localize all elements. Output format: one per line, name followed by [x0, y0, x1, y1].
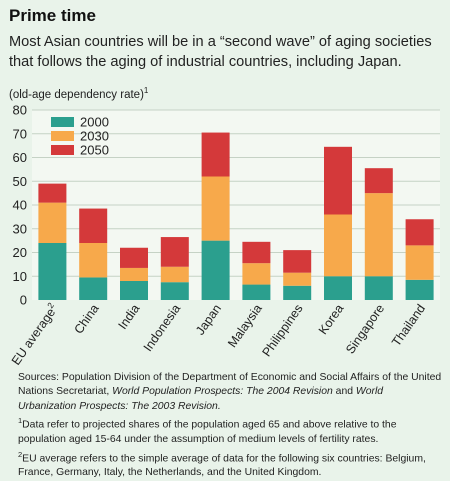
- legend-label-2000: 2000: [80, 115, 109, 130]
- y-tick-label: 0: [20, 293, 27, 308]
- bar-2000-india: [120, 281, 148, 300]
- bar-2050-india: [120, 247, 148, 268]
- bar-2030-indonesia: [160, 266, 189, 283]
- y-tick-label: 70: [13, 126, 27, 141]
- bar-2030-philippines: [283, 272, 312, 286]
- bar-2030-eu-average: [38, 202, 67, 243]
- bar-2000-korea: [324, 276, 352, 300]
- bar-2000-philippines: [283, 285, 312, 300]
- bar-2050-korea: [324, 146, 352, 215]
- legend-swatch-2000: [51, 117, 74, 127]
- bar-2000-japan: [201, 240, 230, 300]
- bar-2050-malaysia: [242, 241, 271, 264]
- legend-swatch-2050: [51, 145, 74, 155]
- bar-2050-philippines: [283, 250, 312, 273]
- x-tick-label: China: [71, 302, 101, 337]
- sources-title-2: World Urbanization Prospects: The 2003 R…: [18, 386, 384, 412]
- bar-2030-thailand: [405, 245, 434, 280]
- bar-2000-thailand: [405, 279, 434, 300]
- bar-2050-singapore: [364, 168, 393, 194]
- legend-label-2030: 2030: [80, 129, 109, 144]
- bar-2030-malaysia: [242, 263, 271, 285]
- bar-2030-singapore: [364, 193, 393, 277]
- bar-2000-eu-average: [38, 243, 67, 300]
- legend-swatch-2030: [51, 131, 74, 141]
- bar-2000-singapore: [364, 276, 393, 300]
- x-tick-label: India: [115, 302, 142, 332]
- y-tick-label: 50: [13, 174, 27, 189]
- x-tick-label: Korea: [316, 302, 347, 337]
- x-tick-label: Indonesia: [141, 302, 184, 354]
- footnote-1: 1Data refer to projected shares of the p…: [18, 414, 442, 447]
- y-tick-label: 20: [13, 245, 27, 260]
- footnote-1-mark: 1: [18, 416, 23, 426]
- sources-mid: and: [332, 386, 356, 398]
- bar-2050-indonesia: [160, 237, 189, 267]
- x-tick-label: Japan: [193, 302, 224, 338]
- bar-2030-japan: [201, 176, 230, 241]
- bar-2050-eu-average: [38, 183, 67, 203]
- x-tick-footnote-mark: 2: [45, 300, 56, 310]
- x-tick-label: Malaysia: [225, 302, 265, 350]
- bar-2050-japan: [201, 132, 230, 177]
- x-tick-label: Philippines: [260, 302, 306, 360]
- y-tick-label: 30: [13, 221, 27, 236]
- chart-subtitle: Most Asian countries will be in a “secon…: [9, 34, 432, 70]
- x-tick-label: EU average2: [7, 300, 61, 367]
- bar-2000-china: [79, 277, 108, 300]
- y-tick-label: 80: [13, 103, 27, 118]
- footnote-2-text: EU average refers to the simple average …: [18, 452, 426, 479]
- bar-2050-china: [79, 208, 108, 243]
- x-tick-label: Thailand: [389, 302, 428, 349]
- bar-2030-india: [120, 267, 148, 281]
- y-tick-label: 60: [13, 150, 27, 165]
- footnote-2-mark: 2: [18, 449, 23, 459]
- sources-note: Sources: Population Division of the Depa…: [18, 371, 442, 414]
- sources-prefix: Sources: Population Division of the Depa…: [18, 372, 442, 398]
- bar-2000-malaysia: [242, 284, 271, 300]
- bar-2000-indonesia: [160, 282, 189, 300]
- sources-title-1: World Population Prospects: The 2004 Rev…: [112, 386, 333, 398]
- bar-2030-china: [79, 243, 108, 278]
- footnote-2: 2EU average refers to the simple average…: [18, 448, 442, 481]
- chart-title: Prime time: [9, 6, 96, 25]
- y-tick-label: 10: [13, 269, 27, 284]
- footnotes: Sources: Population Division of the Depa…: [18, 371, 442, 481]
- x-tick-label: Singapore: [343, 302, 387, 357]
- bar-2030-korea: [324, 214, 352, 277]
- y-tick-label: 40: [13, 198, 27, 213]
- unit-footnote-mark: 1: [143, 86, 149, 95]
- y-axis-unit-label: (old-age dependency rate)1: [9, 86, 148, 101]
- legend-label-2050: 2050: [80, 143, 109, 158]
- footnote-1-text: Data refer to projected shares of the po…: [18, 419, 397, 446]
- unit-label-text: (old-age dependency rate): [9, 88, 144, 101]
- bar-2050-thailand: [405, 219, 434, 246]
